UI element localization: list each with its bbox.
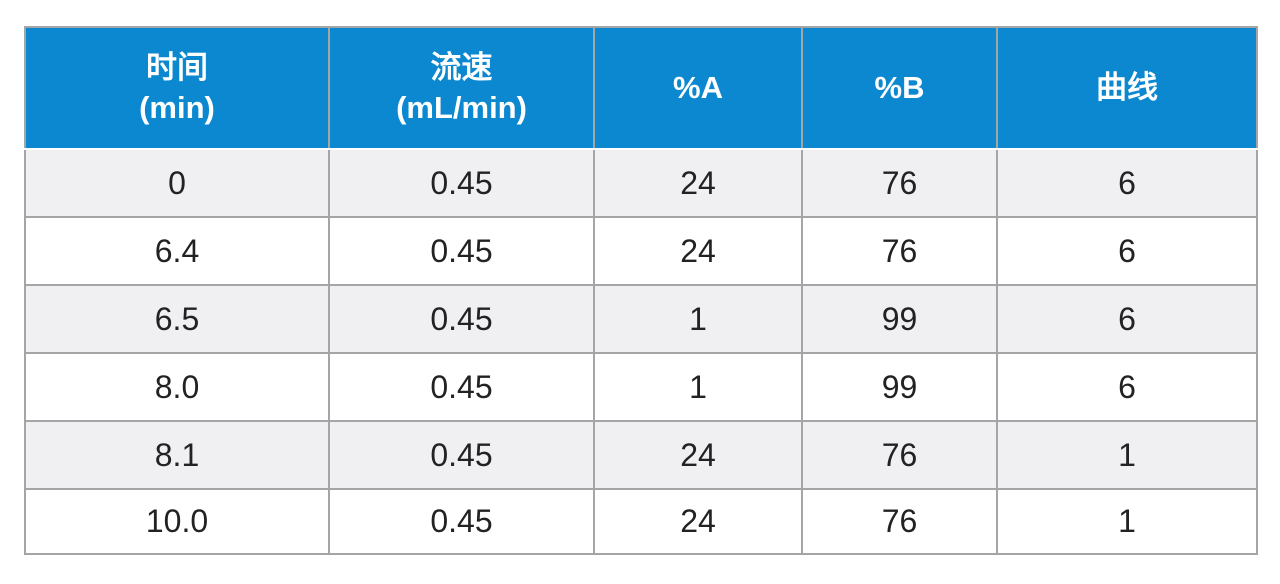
table-cell: 0.45 xyxy=(328,420,595,490)
table-cell: 24 xyxy=(593,420,803,490)
table-cell: 24 xyxy=(593,488,803,555)
table-cell: 6 xyxy=(996,148,1258,218)
table-header: 时间 (min) 流速 (mL/min) %A %B 曲线 xyxy=(24,26,1258,150)
table-cell: 6 xyxy=(996,352,1258,422)
table-cell: 76 xyxy=(801,148,998,218)
header-cell: 曲线 xyxy=(996,26,1258,150)
header-row: 时间 (min) 流速 (mL/min) %A %B 曲线 xyxy=(24,26,1258,150)
header-cell: 流速 (mL/min) xyxy=(328,26,595,150)
table-cell: 24 xyxy=(593,148,803,218)
table-cell: 1 xyxy=(996,420,1258,490)
table-row: 6.5 0.45 1 99 6 xyxy=(24,284,1258,354)
table-row: 10.0 0.45 24 76 1 xyxy=(24,488,1258,555)
table-cell: 6.5 xyxy=(24,284,330,354)
table-cell: 0 xyxy=(24,148,330,218)
table-cell: 99 xyxy=(801,284,998,354)
table-cell: 10.0 xyxy=(24,488,330,555)
table-cell: 1 xyxy=(593,352,803,422)
header-text: 曲线 xyxy=(1096,70,1158,105)
table-row: 0 0.45 24 76 6 xyxy=(24,148,1258,218)
table-cell: 0.45 xyxy=(328,488,595,555)
table-cell: 1 xyxy=(996,488,1258,555)
header-text: 时间 xyxy=(146,50,208,85)
header-text: (min) xyxy=(139,90,215,125)
table-cell: 24 xyxy=(593,216,803,286)
gradient-table: 时间 (min) 流速 (mL/min) %A %B 曲线 0 0.45 24 76 6 6.4 0.4… xyxy=(24,26,1258,555)
table-body: 0 0.45 24 76 6 6.4 0.45 24 76 6 6.5 0.45 1 99 6 8.0 0.45… xyxy=(24,148,1258,555)
table-cell: 99 xyxy=(801,352,998,422)
table-cell: 1 xyxy=(593,284,803,354)
table-cell: 6 xyxy=(996,216,1258,286)
table-cell: 8.0 xyxy=(24,352,330,422)
header-text: %B xyxy=(874,70,925,105)
table-cell: 76 xyxy=(801,488,998,555)
table-cell: 6 xyxy=(996,284,1258,354)
table-row: 8.1 0.45 24 76 1 xyxy=(24,420,1258,490)
table-cell: 0.45 xyxy=(328,216,595,286)
table-cell: 76 xyxy=(801,420,998,490)
header-text: 流速 xyxy=(430,50,493,85)
table-cell: 76 xyxy=(801,216,998,286)
table-cell: 6.4 xyxy=(24,216,330,286)
table-cell: 0.45 xyxy=(328,148,595,218)
table-cell: 0.45 xyxy=(328,352,595,422)
header-cell: 时间 (min) xyxy=(24,26,330,150)
header-cell: %A xyxy=(593,26,803,150)
table-row: 6.4 0.45 24 76 6 xyxy=(24,216,1258,286)
header-cell: %B xyxy=(801,26,998,150)
table-row: 8.0 0.45 1 99 6 xyxy=(24,352,1258,422)
table-cell: 0.45 xyxy=(328,284,595,354)
header-text: %A xyxy=(673,70,723,105)
table-cell: 8.1 xyxy=(24,420,330,490)
header-text: (mL/min) xyxy=(396,90,527,125)
